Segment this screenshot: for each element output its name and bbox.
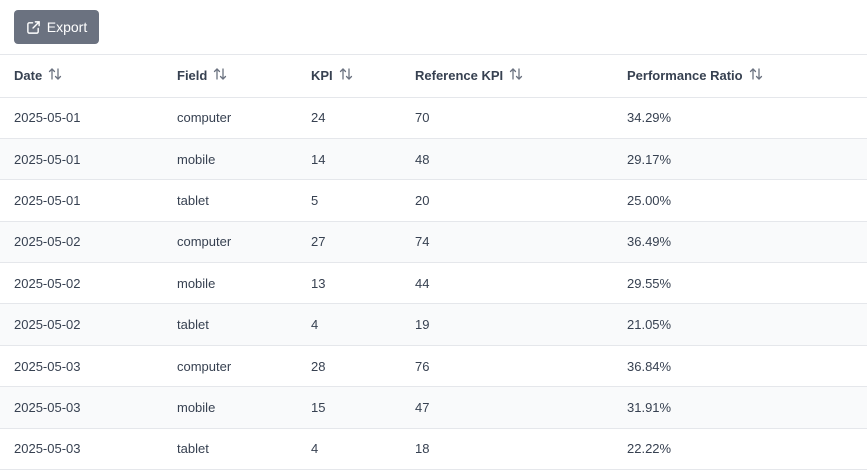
column-header-date[interactable]: Date — [0, 55, 163, 98]
cell-date: 2025-05-01 — [0, 97, 163, 139]
cell-reference-kpi: 44 — [401, 262, 613, 305]
cell-reference-kpi: 18 — [401, 428, 613, 470]
external-link-icon — [26, 20, 41, 35]
column-header-label: Field — [177, 68, 208, 84]
cell-field: tablet — [163, 179, 297, 222]
cell-field: computer — [163, 345, 297, 388]
column-header-content: Field — [177, 67, 227, 84]
sort-icon[interactable] — [48, 67, 62, 84]
cell-performance-ratio: 29.55% — [613, 262, 867, 305]
cell-kpi: 4 — [297, 428, 401, 470]
table-row[interactable]: 2025-05-03 mobile 15 47 31.91% — [0, 386, 867, 429]
cell-date: 2025-05-02 — [0, 303, 163, 346]
cell-reference-kpi: 76 — [401, 345, 613, 388]
cell-field: mobile — [163, 386, 297, 429]
cell-reference-kpi: 47 — [401, 386, 613, 429]
column-header-label: Date — [14, 68, 43, 84]
export-label: Export — [46, 19, 88, 35]
cell-field: mobile — [163, 138, 297, 181]
column-header-kpi[interactable]: KPI — [297, 55, 401, 98]
cell-performance-ratio: 25.00% — [613, 179, 867, 222]
column-header-label: KPI — [311, 68, 333, 84]
cell-kpi: 14 — [297, 138, 401, 181]
cell-kpi: 15 — [297, 386, 401, 429]
table-row[interactable]: 2025-05-03 tablet 4 18 22.22% — [0, 428, 867, 470]
toolbar: Export — [0, 0, 867, 55]
sort-icon[interactable] — [749, 67, 763, 84]
table-row[interactable]: 2025-05-01 tablet 5 20 25.00% — [0, 179, 867, 222]
cell-reference-kpi: 20 — [401, 179, 613, 222]
cell-reference-kpi: 19 — [401, 303, 613, 346]
cell-performance-ratio: 36.84% — [613, 345, 867, 388]
cell-field: tablet — [163, 428, 297, 470]
cell-performance-ratio: 36.49% — [613, 221, 867, 264]
cell-field: tablet — [163, 303, 297, 346]
cell-date: 2025-05-03 — [0, 345, 163, 388]
table-row[interactable]: 2025-05-01 computer 24 70 34.29% — [0, 97, 867, 139]
cell-date: 2025-05-01 — [0, 179, 163, 222]
cell-date: 2025-05-02 — [0, 221, 163, 264]
cell-performance-ratio: 21.05% — [613, 303, 867, 346]
column-header-label: Reference KPI — [415, 68, 504, 84]
column-header-field[interactable]: Field — [163, 55, 297, 98]
table-row[interactable]: 2025-05-02 mobile 13 44 29.55% — [0, 262, 867, 305]
cell-performance-ratio: 34.29% — [613, 97, 867, 139]
cell-field: computer — [163, 221, 297, 264]
column-header-content: KPI — [311, 67, 353, 84]
cell-performance-ratio: 29.17% — [613, 138, 867, 181]
column-header-performance-ratio[interactable]: Performance Ratio — [613, 55, 867, 98]
column-header-content: Date — [14, 67, 62, 84]
cell-date: 2025-05-01 — [0, 138, 163, 181]
column-header-label: Performance Ratio — [627, 68, 743, 84]
kpi-table: Date Field KPI Reference KPI Performance Rat… — [0, 55, 867, 470]
cell-kpi: 28 — [297, 345, 401, 388]
cell-date: 2025-05-03 — [0, 428, 163, 470]
cell-performance-ratio: 31.91% — [613, 386, 867, 429]
column-header-content: Reference KPI — [415, 67, 523, 84]
cell-kpi: 4 — [297, 303, 401, 346]
cell-kpi: 27 — [297, 221, 401, 264]
sort-icon[interactable] — [213, 67, 227, 84]
column-header-content: Performance Ratio — [627, 67, 763, 84]
table-row[interactable]: 2025-05-03 computer 28 76 36.84% — [0, 345, 867, 388]
cell-field: mobile — [163, 262, 297, 305]
table-row[interactable]: 2025-05-01 mobile 14 48 29.17% — [0, 138, 867, 181]
cell-reference-kpi: 70 — [401, 97, 613, 139]
sort-icon[interactable] — [509, 67, 523, 84]
cell-date: 2025-05-03 — [0, 386, 163, 429]
cell-field: computer — [163, 97, 297, 139]
cell-reference-kpi: 48 — [401, 138, 613, 181]
cell-date: 2025-05-02 — [0, 262, 163, 305]
cell-performance-ratio: 22.22% — [613, 428, 867, 470]
cell-reference-kpi: 74 — [401, 221, 613, 264]
cell-kpi: 5 — [297, 179, 401, 222]
sort-icon[interactable] — [339, 67, 353, 84]
table-row[interactable]: 2025-05-02 tablet 4 19 21.05% — [0, 303, 867, 346]
table-row[interactable]: 2025-05-02 computer 27 74 36.49% — [0, 221, 867, 264]
table-body: 2025-05-01 computer 24 70 34.29% 2025-05-01 mo… — [0, 97, 867, 470]
export-button[interactable]: Export — [14, 10, 99, 44]
cell-kpi: 13 — [297, 262, 401, 305]
cell-kpi: 24 — [297, 97, 401, 139]
column-header-reference-kpi[interactable]: Reference KPI — [401, 55, 613, 98]
table-header: Date Field KPI Reference KPI Performance Rat… — [0, 55, 867, 98]
table-header-row: Date Field KPI Reference KPI Performance Rat… — [0, 55, 867, 98]
